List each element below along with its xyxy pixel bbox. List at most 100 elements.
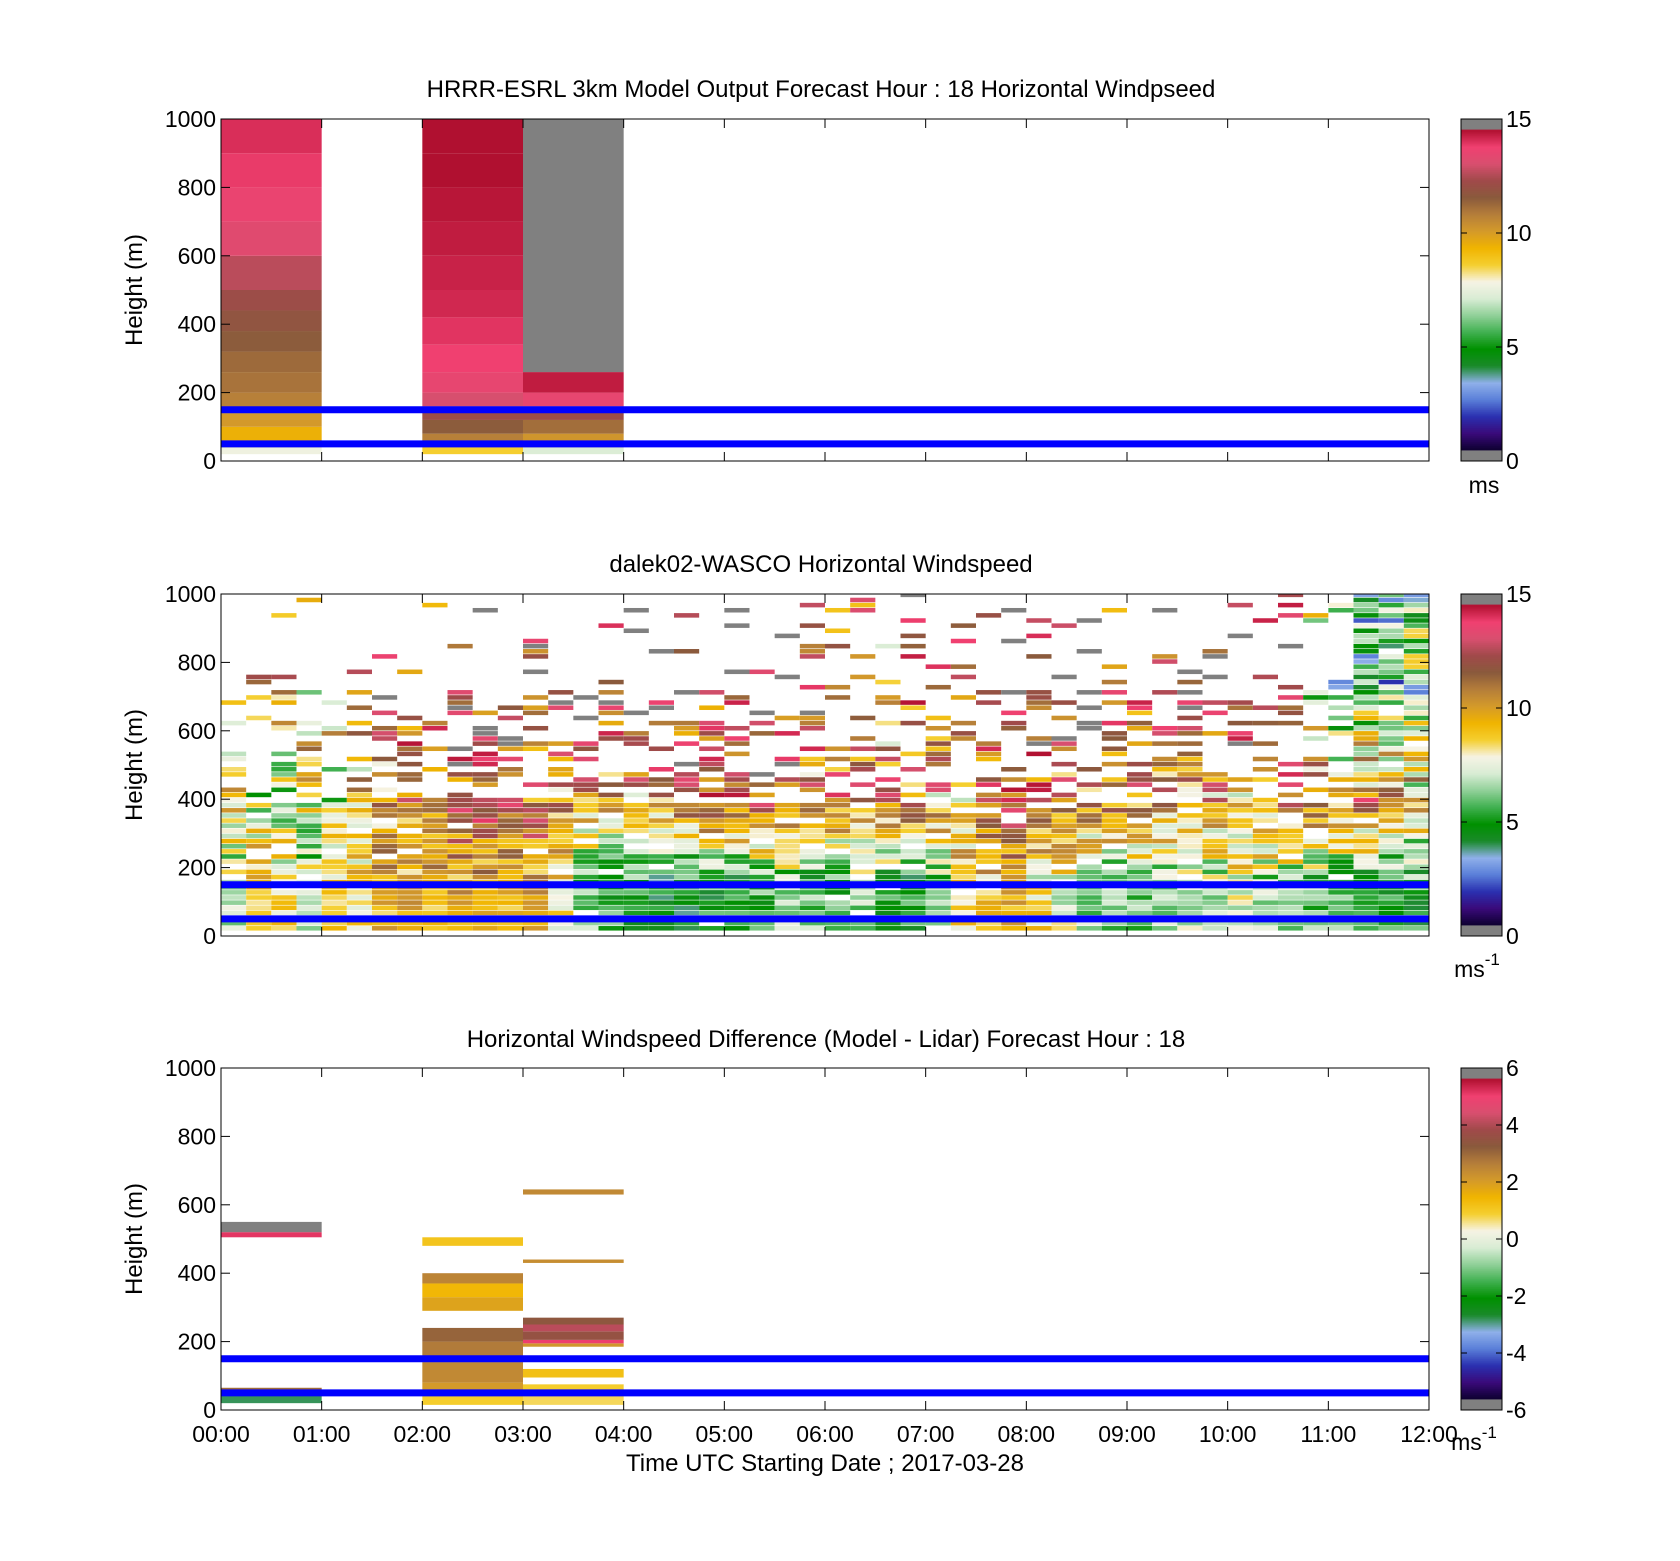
colorbar-step-126: [1461, 1144, 1502, 1148]
lidar-cell-19-315: [699, 823, 725, 828]
lidar-cell-40-675: [1227, 700, 1253, 705]
lidar-cell-45-930: [1353, 613, 1379, 618]
lidar-cell-38-450: [1177, 777, 1203, 782]
lidar-cell-35-270: [1101, 838, 1127, 844]
lidar-cell-5-30: [346, 920, 372, 926]
lidar-cell-15-270: [598, 838, 624, 844]
lidar-cell-18-240: [674, 849, 700, 854]
lidar-cell-3-435: [296, 782, 322, 787]
lidar-cell-36-105: [1127, 895, 1153, 900]
lidar-cell-28-225: [925, 854, 951, 859]
colorbar-step-65: [1461, 317, 1502, 321]
lidar-cell-14-345: [573, 813, 599, 818]
lidar-cell-2-195: [271, 864, 297, 870]
lidar-cell-19-360: [699, 808, 725, 813]
colorbar-step-0: [1461, 922, 1502, 926]
colorbar-step-157: [1461, 608, 1502, 612]
lidar-cell-6-270: [372, 838, 398, 844]
lidar-cell-4-60: [321, 910, 347, 916]
colorbar-step-110: [1461, 1176, 1502, 1180]
lidar-cell-43-345: [1303, 813, 1329, 818]
colorbar-step-74: [1461, 1248, 1502, 1252]
lidar-cell-39-585: [1202, 731, 1228, 736]
colorbar-step-73: [1461, 301, 1502, 305]
lidar-cell-32-120: [1026, 890, 1052, 895]
lidar-cell-31-225: [1001, 854, 1027, 859]
colorbar-step-147: [1461, 628, 1502, 632]
lidar-cell-43-360: [1303, 808, 1329, 813]
lidar-cell-47-240: [1403, 849, 1429, 854]
colorbar-step-55: [1461, 337, 1502, 341]
lidar-cell-0-360: [221, 808, 247, 813]
colorbar-frame: [1460, 118, 1503, 462]
lidar-cell-16-225: [623, 854, 649, 859]
colorbar-step-37: [1461, 373, 1502, 377]
xtick-label-3: 03:00: [494, 1421, 552, 1447]
lidar-cell-23-285: [799, 833, 825, 839]
lidar-cell-7-315: [397, 823, 423, 828]
lidar-cell-12-825: [523, 649, 549, 654]
lidar-cell-31-60: [1001, 910, 1027, 916]
lidar-cell-9-90: [447, 900, 473, 905]
lidar-cell-39-375: [1202, 802, 1228, 808]
lidar-cell-4-105: [321, 895, 347, 900]
lidar-cell-29-615: [950, 720, 976, 726]
panel-lidar-ylabel: Height (m): [121, 709, 148, 821]
colorbar-step-9: [1461, 1378, 1502, 1382]
colorbar-step-0: [1461, 447, 1502, 451]
lidar-cell-4-255: [321, 843, 347, 849]
lidar-cell-23-810: [799, 654, 825, 659]
lidar-cell-0-225: [221, 854, 247, 859]
lidar-cell-9-120: [447, 890, 473, 895]
lidar-cell-34-600: [1076, 725, 1102, 731]
lidar-cell-47-315: [1403, 823, 1429, 828]
lidar-cell-19-450: [699, 777, 725, 782]
colorbar-step-105: [1461, 237, 1502, 241]
lidar-cell-28-75: [925, 905, 951, 911]
colorbar-step-24: [1461, 399, 1502, 403]
lidar-cell-45-225: [1353, 854, 1379, 859]
cell-0200-0: [422, 447, 523, 455]
lidar-cell-0-480: [221, 767, 247, 772]
colorbar-step-81: [1461, 760, 1502, 764]
lidar-cell-47-525: [1403, 751, 1429, 757]
lidar-cell-41-300: [1252, 828, 1278, 834]
lidar-cell-37-810: [1152, 654, 1178, 659]
colorbar-step-90: [1461, 1216, 1502, 1220]
lidar-cell-17-300: [648, 828, 674, 834]
colorbar-step-70: [1461, 307, 1502, 311]
lidar-cell-45-75: [1353, 905, 1379, 911]
lidar-cell-36-225: [1127, 854, 1153, 859]
lidar-cell-23-465: [799, 772, 825, 777]
lidar-cell-15-255: [598, 843, 624, 849]
cell-0200-4: [422, 1327, 523, 1342]
lidar-cell-38-525: [1177, 751, 1203, 757]
colorbar-step-45: [1461, 357, 1502, 361]
lidar-cell-25-210: [850, 859, 876, 864]
lidar-cell-6-60: [372, 910, 398, 916]
lidar-cell-37-510: [1152, 756, 1178, 762]
lidar-cell-16-585: [623, 731, 649, 736]
lidar-cell-2-360: [271, 808, 297, 813]
lidar-cell-38-630: [1177, 715, 1203, 721]
lidar-cell-20-465: [724, 772, 750, 777]
colorbar-step-118: [1461, 211, 1502, 215]
lidar-cell-20-570: [724, 736, 750, 741]
lidar-cell-19-510: [699, 756, 725, 762]
colorbar-step-111: [1461, 225, 1502, 229]
lidar-cell-19-165: [699, 874, 725, 880]
colorbar-step-39: [1461, 1318, 1502, 1322]
lidar-cell-30-525: [976, 751, 1002, 757]
lidar-cell-12-105: [523, 895, 549, 900]
lidar-cell-39-750: [1202, 674, 1228, 680]
lidar-cell-44-90: [1328, 900, 1354, 905]
colorbar-step-75: [1461, 1246, 1502, 1250]
lidar-cell-44-630: [1328, 715, 1354, 721]
lidar-cell-46-885: [1378, 628, 1404, 634]
lidar-cell-46-60: [1378, 910, 1404, 916]
lidar-cell-31-165: [1001, 874, 1027, 880]
colorbar-step-6: [1461, 1384, 1502, 1388]
lidar-cell-0-510: [221, 756, 247, 762]
colorbar-step-121: [1461, 1154, 1502, 1158]
lidar-cell-10-300: [472, 828, 498, 834]
